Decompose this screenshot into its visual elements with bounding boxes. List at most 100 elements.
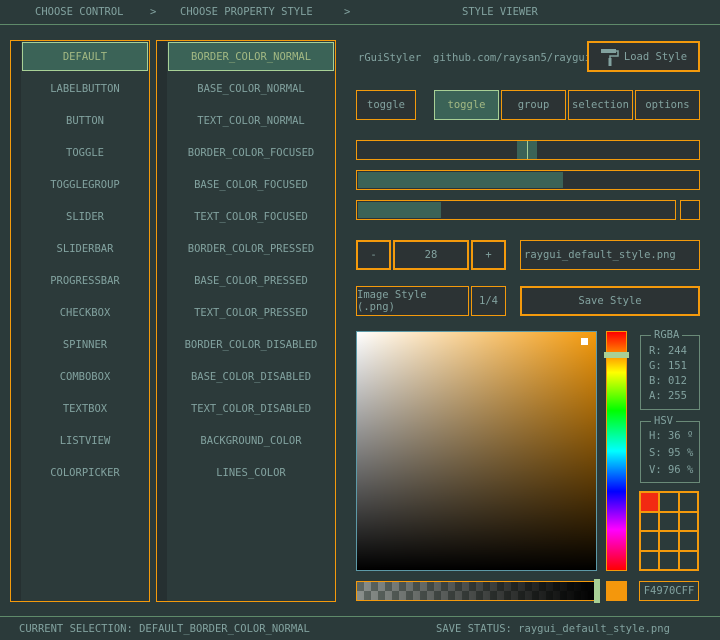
toggle-group-option[interactable]: toggle xyxy=(434,90,499,120)
app-name: rGuiStyler xyxy=(358,52,422,64)
list-item[interactable]: BORDER_COLOR_NORMAL xyxy=(168,42,334,71)
palette-cell[interactable] xyxy=(640,511,660,531)
list-item[interactable]: SLIDER xyxy=(66,210,104,223)
h-label: H: xyxy=(649,430,662,442)
palette-cell[interactable] xyxy=(640,531,660,551)
progressbar-fill xyxy=(358,202,441,218)
palette-cell[interactable] xyxy=(640,492,660,512)
alpha-selector[interactable] xyxy=(594,579,600,603)
list-item[interactable]: BORDER_COLOR_FOCUSED xyxy=(187,146,315,159)
slider[interactable] xyxy=(356,140,700,160)
palette-cell[interactable] xyxy=(678,511,698,531)
hue-bar[interactable] xyxy=(604,331,629,571)
palette-cell[interactable] xyxy=(678,550,698,570)
color-picker-panel[interactable] xyxy=(356,331,597,571)
save-status: SAVE STATUS: raygui_default_style.png xyxy=(436,623,670,635)
list-item[interactable]: SPINNER xyxy=(62,338,108,351)
list-item[interactable]: PROGRESSBAR xyxy=(50,274,120,287)
chevron-right-icon: > xyxy=(344,6,351,18)
b-label: B: xyxy=(649,375,662,387)
r-label: R: xyxy=(649,345,662,357)
g-label: G: xyxy=(649,360,662,372)
s-label: S: xyxy=(649,447,662,459)
h-value: 36 º xyxy=(667,430,694,442)
properties-list[interactable]: BORDER_COLOR_NORMAL BASE_COLOR_NORMAL TEXT… xyxy=(156,40,336,602)
toggle-group-option[interactable]: selection xyxy=(568,90,633,120)
list-item[interactable]: BACKGROUND_COLOR xyxy=(200,434,302,447)
list-item[interactable]: TEXTBOX xyxy=(62,402,108,415)
list-item[interactable]: TEXT_COLOR_PRESSED xyxy=(194,306,308,319)
list-item[interactable]: COLORPICKER xyxy=(50,466,120,479)
list-item[interactable]: BASE_COLOR_FOCUSED xyxy=(194,178,308,191)
color-picker-cursor[interactable] xyxy=(581,338,588,345)
a-label: A: xyxy=(649,390,662,402)
hsv-title: HSV xyxy=(651,415,676,427)
palette-cell[interactable] xyxy=(659,550,679,570)
list-item[interactable]: LABELBUTTON xyxy=(50,82,120,95)
color-preview-swatch xyxy=(606,581,627,601)
step-style-viewer: STYLE VIEWER xyxy=(462,6,538,18)
controls-list[interactable]: DEFAULT LABELBUTTON BUTTON TOGGLE TOGGLEGROU… xyxy=(10,40,150,602)
list-item[interactable]: SLIDERBAR xyxy=(56,242,114,255)
header-divider xyxy=(0,24,720,25)
list-item[interactable]: CHECKBOX xyxy=(59,306,111,319)
hue-selector[interactable] xyxy=(604,352,629,358)
b-value: 012 xyxy=(667,375,687,387)
v-label: V: xyxy=(649,464,662,476)
step-choose-property: CHOOSE PROPERTY STYLE xyxy=(180,6,313,18)
list-item[interactable]: BORDER_COLOR_DISABLED xyxy=(184,338,318,351)
spinner-increment-button[interactable]: + xyxy=(471,240,506,270)
textbox[interactable]: raygui_default_style.png xyxy=(520,240,700,270)
list-item[interactable]: BASE_COLOR_NORMAL xyxy=(197,82,305,95)
scrollbar[interactable] xyxy=(11,41,21,601)
list-item[interactable]: TOGGLEGROUP xyxy=(50,178,120,191)
s-value: 95 % xyxy=(667,447,694,459)
palette-cell[interactable] xyxy=(678,492,698,512)
palette-cell[interactable] xyxy=(640,550,660,570)
hsv-group: HSV H: 36 º S: 95 % V: 96 % xyxy=(640,415,700,483)
rgba-title: RGBA xyxy=(651,329,683,341)
palette-cell[interactable] xyxy=(678,531,698,551)
load-style-button[interactable]: Load Style xyxy=(587,41,700,72)
list-item[interactable]: BORDER_COLOR_PRESSED xyxy=(187,242,315,255)
combo-count-button[interactable]: 1/4 xyxy=(471,286,506,316)
list-item[interactable]: TEXT_COLOR_FOCUSED xyxy=(194,210,308,223)
rgba-group: RGBA R: 244 G: 151 B: 012 A: 255 xyxy=(640,329,700,410)
list-item[interactable]: DEFAULT xyxy=(22,42,148,71)
sliderbar[interactable] xyxy=(356,170,700,190)
toggle-group-option[interactable]: options xyxy=(635,90,700,120)
sliderbar-fill xyxy=(358,172,564,188)
image-style-combo[interactable]: Image Style (.png) xyxy=(356,286,469,316)
alpha-bar[interactable] xyxy=(356,579,600,603)
list-item[interactable]: TEXT_COLOR_DISABLED xyxy=(190,402,312,415)
g-value: 151 xyxy=(667,360,687,372)
status-divider xyxy=(0,616,720,617)
chevron-right-icon: > xyxy=(150,6,157,18)
slider-thumb[interactable] xyxy=(517,141,537,159)
spinner-decrement-button[interactable]: - xyxy=(356,240,391,270)
hex-color-field[interactable]: F4970CFF xyxy=(639,581,699,601)
list-item[interactable]: COMBOBOX xyxy=(59,370,111,383)
list-item[interactable]: TOGGLE xyxy=(66,146,104,159)
scrollbar[interactable] xyxy=(157,41,167,601)
palette-cell[interactable] xyxy=(659,492,679,512)
spinner-value[interactable]: 28 xyxy=(393,240,469,270)
color-palette[interactable] xyxy=(639,491,699,571)
paint-roller-icon xyxy=(600,48,619,66)
list-item[interactable]: LINES_COLOR xyxy=(216,466,286,479)
checkbox[interactable] xyxy=(680,200,700,220)
toggle-group-option[interactable]: group xyxy=(501,90,566,120)
list-item[interactable]: BASE_COLOR_DISABLED xyxy=(190,370,312,383)
palette-cell[interactable] xyxy=(659,511,679,531)
load-style-label: Load Style xyxy=(623,50,688,63)
list-item[interactable]: TEXT_COLOR_NORMAL xyxy=(197,114,305,127)
list-item[interactable]: BASE_COLOR_PRESSED xyxy=(194,274,308,287)
current-selection-status: CURRENT SELECTION: DEFAULT_BORDER_COLOR_… xyxy=(19,623,310,635)
toggle-button[interactable]: toggle xyxy=(356,90,416,120)
progressbar xyxy=(356,200,676,220)
list-item[interactable]: LISTVIEW xyxy=(59,434,111,447)
list-item[interactable]: BUTTON xyxy=(66,114,104,127)
palette-cell[interactable] xyxy=(659,531,679,551)
save-style-button[interactable]: Save Style xyxy=(520,286,700,316)
repo-link[interactable]: github.com/raysan5/raygui xyxy=(433,52,592,64)
